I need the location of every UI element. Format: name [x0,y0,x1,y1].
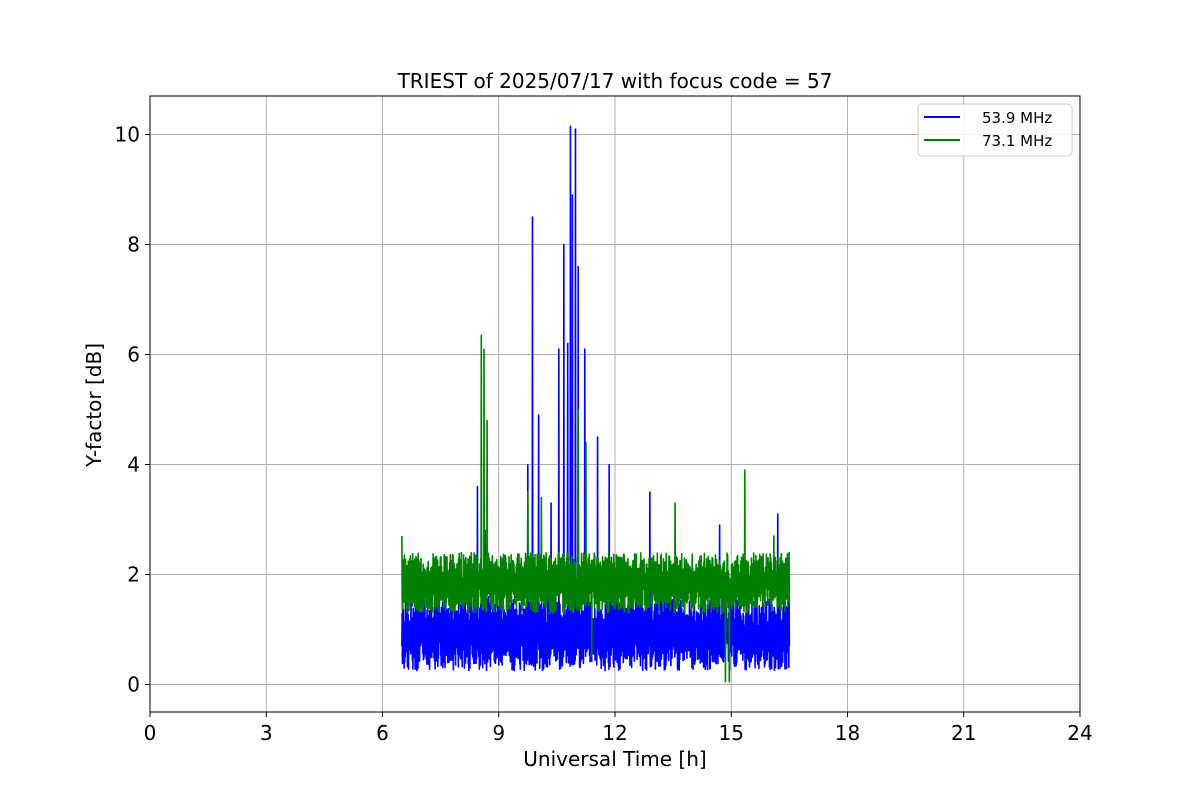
y-tick-label: 4 [127,453,140,477]
y-tick-label: 2 [127,563,140,587]
legend-label-53-9-mhz: 53.9 MHz [982,109,1052,127]
y-tick-label: 6 [127,343,140,367]
y-tick-label: 10 [115,123,140,147]
x-tick-label: 6 [376,721,389,745]
x-tick-label: 12 [602,721,627,745]
series-line-73-1-mhz [401,334,791,683]
x-tick-label: 24 [1067,721,1092,745]
x-tick-label: 18 [835,721,860,745]
legend-label-73-1-mhz: 73.1 MHz [982,132,1052,150]
legend: 53.9 MHz 73.1 MHz [917,103,1073,157]
x-axis-label: Universal Time [h] [523,747,706,771]
chart-title: TRIEST of 2025/07/17 with focus code = 5… [397,69,833,93]
plot-area [401,125,791,683]
y-axis-label: Y-factor [dB] [82,343,106,468]
x-tick-label: 9 [492,721,505,745]
y-tick-label: 8 [127,233,140,257]
x-tick-label: 15 [719,721,744,745]
x-tick-label: 3 [260,721,273,745]
x-tick-label: 21 [951,721,976,745]
x-tick-label: 0 [144,721,157,745]
y-tick-label: 0 [127,673,140,697]
